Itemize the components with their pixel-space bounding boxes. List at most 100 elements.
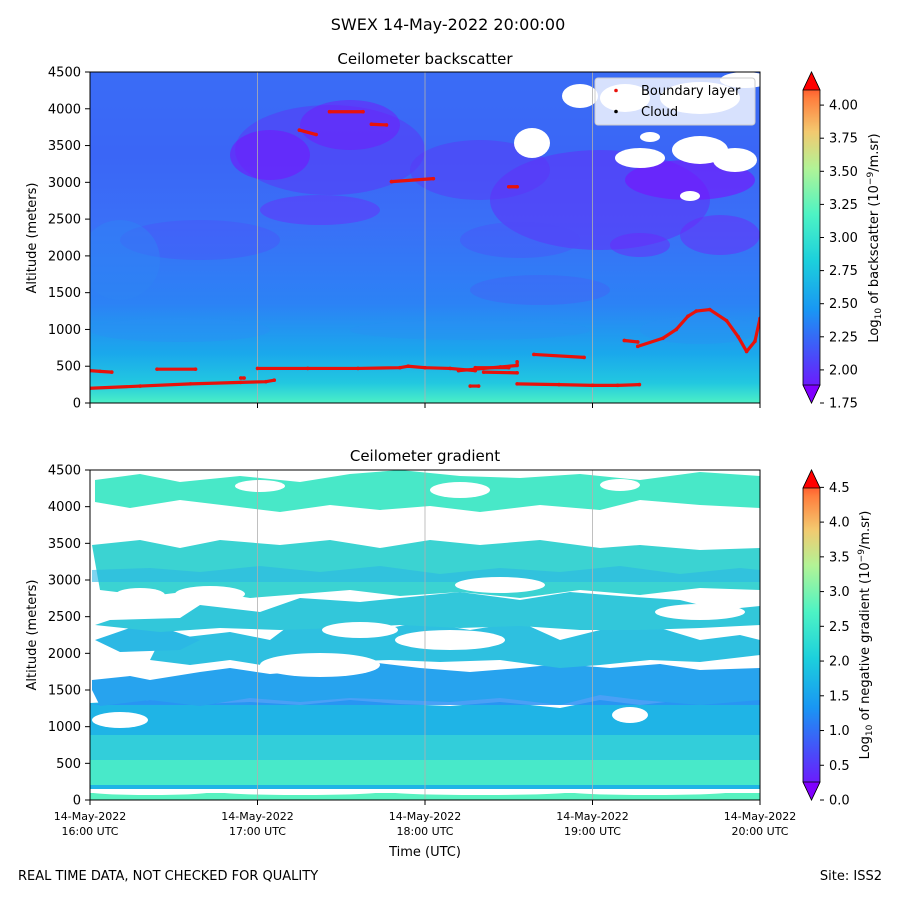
backscatter-ytick-label: 4500 — [48, 66, 81, 81]
colorbar-tick-label: 2.75 — [829, 264, 858, 279]
boundary-layer-point — [515, 360, 519, 364]
xtick-time-label: 17:00 UTC — [229, 825, 286, 838]
xtick-date-label: 14-May-2022 — [556, 810, 628, 823]
gradient-ytick-label: 1500 — [48, 684, 81, 699]
backscatter-ytick-label: 1000 — [48, 323, 81, 338]
boundary-layer-point — [515, 363, 519, 368]
colorbar-tick-label: 3.25 — [829, 198, 858, 213]
gradient-panel: Ceilometer gradient — [25, 447, 875, 860]
gradient-colorbar: 0.0 0.5 1.0 1.5 2.0 2.5 3.0 3.5 4.0 4.5 Log10 of … — [802, 469, 875, 809]
boundary-layer-point — [506, 184, 511, 189]
footer-site: Site: ISS2 — [819, 869, 882, 884]
boundary-layer-point — [724, 318, 729, 323]
legend-label-cloud: Cloud — [641, 105, 678, 120]
colorbar-ticks: 1.75 2.00 2.25 2.50 2.75 3.00 3.25 3.50 3.75 4.00 — [820, 99, 858, 412]
figure-title: SWEX 14-May-2022 20:00:00 — [331, 15, 566, 34]
boundary-layer-point — [138, 384, 143, 388]
colorbar-tick-label: 2.25 — [829, 330, 858, 345]
boundary-layer-point — [635, 344, 640, 349]
gradient-y-label: Altitude (meters) — [25, 580, 40, 691]
boundary-layer-segment — [389, 177, 435, 184]
gradient-title: Ceilometer gradient — [350, 447, 500, 465]
backscatter-legend: Boundary layer Cloud — [594, 77, 756, 126]
backscatter-ytick-label: 2000 — [48, 249, 81, 264]
colorbar-tick-label: 1.5 — [829, 689, 850, 704]
gradient-ytick-label: 4000 — [48, 500, 81, 515]
colorbar-tick-label: 3.00 — [829, 231, 858, 246]
gradient-ytick-label: 500 — [56, 757, 81, 772]
legend-marker-cloud — [614, 109, 618, 114]
boundary-layer-point — [582, 355, 586, 360]
xtick-date-label: 14-May-2022 — [221, 810, 293, 823]
backscatter-colorbar: 1.75 2.00 2.25 2.50 2.75 3.00 3.25 3.50 3.75 4.00… — [802, 71, 884, 412]
boundary-layer-segment — [515, 382, 642, 387]
boundary-layer-point — [615, 383, 620, 388]
boundary-layer-point — [515, 184, 519, 189]
colorbar-tick-label: 1.0 — [829, 724, 850, 739]
colorbar-tick-label: 3.0 — [829, 585, 850, 600]
colorbar-tick-label: 0.0 — [829, 794, 850, 809]
boundary-layer-point — [590, 383, 595, 388]
colorbar-label: Log10 of negative gradient (10−9/m.sr) — [857, 511, 875, 760]
boundary-layer-point — [242, 376, 246, 380]
boundary-layer-point — [468, 384, 473, 388]
colorbar-tick-label: 2.50 — [829, 297, 858, 312]
boundary-layer-point — [532, 352, 536, 357]
gradient-x-axis: 14-May-2022 16:00 UTC 14-May-2022 17:00 UTC… — [54, 800, 796, 838]
boundary-layer-segment — [532, 352, 586, 359]
boundary-layer-point — [481, 370, 486, 374]
colorbar-tick-label: 3.75 — [829, 132, 858, 147]
boundary-layer-point — [361, 109, 365, 114]
backscatter-ytick-label: 3500 — [48, 139, 81, 154]
colorbar-tick-label: 2.0 — [829, 655, 850, 670]
boundary-layer-point — [635, 340, 640, 344]
backscatter-ytick-label: 0 — [73, 397, 81, 412]
colorbar-extend-max — [802, 71, 821, 91]
colorbar-tick-label: 0.5 — [829, 759, 850, 774]
boundary-layer-point — [736, 335, 741, 339]
boundary-layer-point — [398, 365, 402, 370]
boundary-layer-point — [476, 384, 481, 388]
gradient-ytick-label: 0 — [73, 794, 81, 809]
boundary-layer-point — [456, 368, 461, 373]
vertical-gridlines-bottom — [257, 470, 593, 800]
colorbar-label: Log10 of backscatter (10−9/m.sr) — [866, 133, 884, 342]
vertical-gridlines-top — [257, 72, 593, 403]
colorbar-tick-label: 1.75 — [829, 397, 858, 412]
gradient-y-axis: 0 500 1000 1500 2000 2500 3000 3500 4000 4500 — [48, 464, 90, 809]
xtick-time-label: 16:00 UTC — [61, 825, 118, 838]
boundary-layer-point — [389, 179, 394, 184]
boundary-layer-point — [356, 366, 360, 371]
boundary-layer-point — [305, 366, 310, 371]
gradient-ytick-label: 1000 — [48, 720, 81, 735]
backscatter-panel: Ceilometer backscatter — [25, 50, 884, 412]
boundary-layer-point — [193, 367, 198, 371]
colorbar-tick-label: 4.5 — [829, 481, 850, 496]
backscatter-ytick-label: 3000 — [48, 176, 81, 191]
boundary-layer-point — [506, 365, 511, 370]
boundary-layer-point — [515, 371, 519, 375]
backscatter-heatmap-features — [90, 100, 760, 344]
xtick-date-label: 14-May-2022 — [724, 810, 796, 823]
colorbar-extend-min — [802, 384, 821, 404]
boundary-layer-point — [255, 366, 260, 371]
colorbar-extend-max — [802, 469, 821, 489]
colorbar-tick-label: 3.50 — [829, 165, 858, 180]
boundary-layer-point — [753, 339, 757, 344]
boundary-layer-point — [98, 369, 102, 374]
xtick-date-label: 14-May-2022 — [389, 810, 461, 823]
boundary-layer-segment — [482, 370, 519, 375]
legend-box — [594, 77, 756, 126]
boundary-layer-point — [238, 376, 243, 380]
colorbar-gradient — [802, 469, 821, 801]
boundary-layer-point — [448, 366, 452, 371]
boundary-layer-point — [431, 176, 436, 181]
boundary-layer-segment — [369, 122, 389, 127]
colorbar-extend-min — [802, 781, 821, 801]
boundary-layer-point — [384, 123, 389, 127]
boundary-layer-series — [90, 109, 760, 391]
colorbar-tick-label: 2.5 — [829, 620, 850, 635]
backscatter-y-label: Altitude (meters) — [25, 183, 40, 294]
boundary-layer-point — [109, 370, 114, 374]
